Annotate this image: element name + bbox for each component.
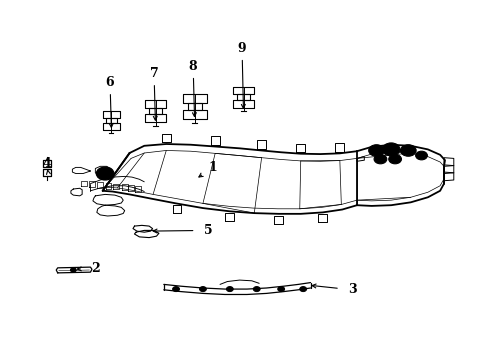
Text: 9: 9 — [237, 42, 246, 55]
Polygon shape — [102, 123, 120, 130]
Circle shape — [400, 145, 415, 156]
Circle shape — [373, 154, 386, 164]
Polygon shape — [56, 267, 92, 273]
Polygon shape — [43, 169, 51, 176]
Polygon shape — [71, 188, 82, 196]
Polygon shape — [162, 134, 170, 142]
Polygon shape — [102, 112, 120, 118]
Polygon shape — [274, 216, 283, 224]
Polygon shape — [106, 118, 117, 123]
Circle shape — [101, 170, 109, 177]
Circle shape — [277, 287, 284, 292]
Polygon shape — [93, 194, 123, 205]
Circle shape — [415, 151, 427, 160]
Circle shape — [226, 287, 233, 292]
Text: 4: 4 — [42, 157, 51, 170]
Polygon shape — [128, 185, 134, 191]
Text: 3: 3 — [347, 283, 356, 296]
Circle shape — [96, 167, 114, 180]
Polygon shape — [113, 184, 119, 189]
Polygon shape — [296, 144, 305, 152]
Polygon shape — [233, 100, 253, 108]
Polygon shape — [89, 181, 95, 187]
Circle shape — [253, 287, 260, 292]
Circle shape — [388, 154, 401, 164]
Text: 7: 7 — [149, 67, 158, 80]
Polygon shape — [122, 184, 127, 190]
Polygon shape — [187, 103, 202, 110]
Polygon shape — [443, 165, 453, 174]
Polygon shape — [144, 114, 166, 122]
Polygon shape — [144, 100, 166, 108]
Circle shape — [70, 268, 76, 272]
Polygon shape — [105, 183, 111, 189]
Polygon shape — [237, 94, 249, 100]
Text: 1: 1 — [208, 161, 217, 174]
Polygon shape — [233, 87, 253, 94]
Circle shape — [368, 145, 384, 156]
Polygon shape — [149, 108, 162, 114]
Polygon shape — [43, 160, 51, 167]
Polygon shape — [81, 181, 87, 186]
Polygon shape — [97, 205, 124, 216]
Polygon shape — [172, 205, 181, 213]
Polygon shape — [356, 157, 364, 161]
Circle shape — [199, 287, 206, 292]
Text: 2: 2 — [91, 262, 100, 275]
Polygon shape — [257, 140, 265, 149]
Polygon shape — [135, 186, 141, 192]
Circle shape — [382, 143, 399, 156]
Text: 6: 6 — [105, 76, 114, 89]
Polygon shape — [335, 143, 344, 152]
Polygon shape — [182, 94, 206, 103]
Polygon shape — [134, 230, 159, 238]
Polygon shape — [97, 182, 103, 188]
Polygon shape — [443, 172, 453, 181]
Polygon shape — [225, 213, 234, 221]
Circle shape — [299, 287, 306, 292]
Text: 8: 8 — [188, 60, 197, 73]
Polygon shape — [210, 136, 219, 145]
Polygon shape — [443, 158, 453, 166]
Polygon shape — [133, 225, 152, 232]
Polygon shape — [318, 214, 326, 222]
Text: 5: 5 — [203, 224, 212, 237]
Polygon shape — [182, 110, 206, 119]
Circle shape — [172, 287, 179, 292]
